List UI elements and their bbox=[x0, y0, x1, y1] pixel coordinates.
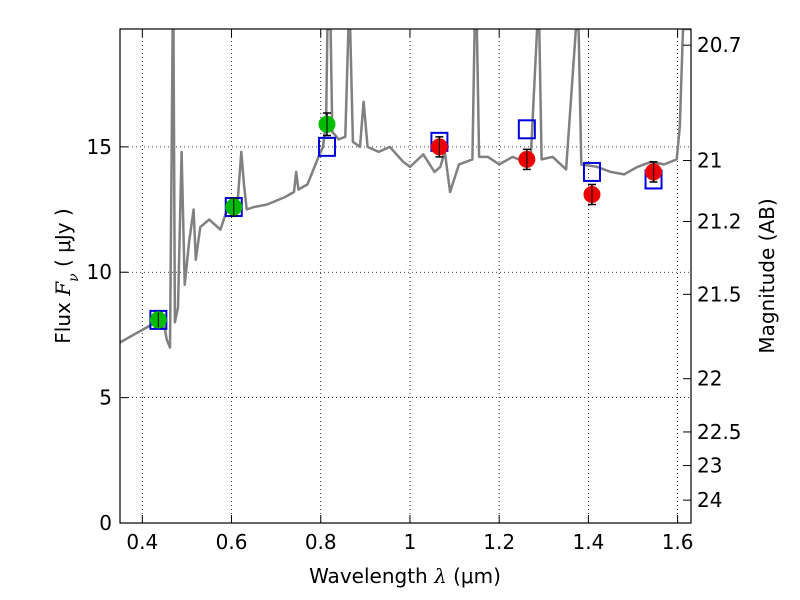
x-tick-label: 1.2 bbox=[483, 530, 515, 554]
y-tick-label: 15 bbox=[87, 135, 112, 159]
y2-tick-label: 21 bbox=[697, 149, 722, 173]
y2-tick-label: 22 bbox=[697, 367, 722, 391]
x-tick-label: 0.4 bbox=[126, 530, 158, 554]
plot-content bbox=[120, 29, 691, 349]
plot-frame bbox=[119, 28, 692, 524]
x-tick-label: 1.4 bbox=[572, 530, 604, 554]
x-tick-label: 0.8 bbox=[305, 530, 337, 554]
y-tick-label: 0 bbox=[99, 511, 112, 535]
y2-tick-label: 21.5 bbox=[697, 282, 742, 306]
y2-tick-label: 23 bbox=[697, 454, 722, 478]
y2-tick-label: 20.7 bbox=[697, 33, 742, 57]
axis-ticks: 0.4 0.6 0.8 1 1.2 1.4 1.6 0 5 10 15 20.7 21 21.2 21.5 2… bbox=[87, 29, 742, 554]
model-spectrum-line bbox=[120, 29, 691, 349]
x-tick-label: 1.6 bbox=[662, 530, 694, 554]
photometry-markers bbox=[149, 112, 663, 330]
y2-tick-label: 21.2 bbox=[697, 210, 742, 234]
plot-area bbox=[120, 29, 691, 523]
y2-tick-label: 22.5 bbox=[697, 420, 742, 444]
x-tick-label: 0.6 bbox=[216, 530, 248, 554]
y2-axis-title: Magnitude (AB) bbox=[755, 198, 779, 353]
y-axis-title: Flux Fν ( μJy ) bbox=[51, 208, 82, 343]
model-square-marker bbox=[517, 119, 536, 140]
x-axis-title: Wavelength λ (μm) bbox=[309, 564, 501, 588]
model-square-marker bbox=[317, 136, 336, 157]
model-square-marker bbox=[582, 161, 601, 182]
y-tick-label: 10 bbox=[87, 260, 112, 284]
x-tick-label: 1 bbox=[404, 530, 417, 554]
y2-tick-label: 24 bbox=[697, 488, 722, 512]
y-tick-label: 5 bbox=[99, 386, 112, 410]
